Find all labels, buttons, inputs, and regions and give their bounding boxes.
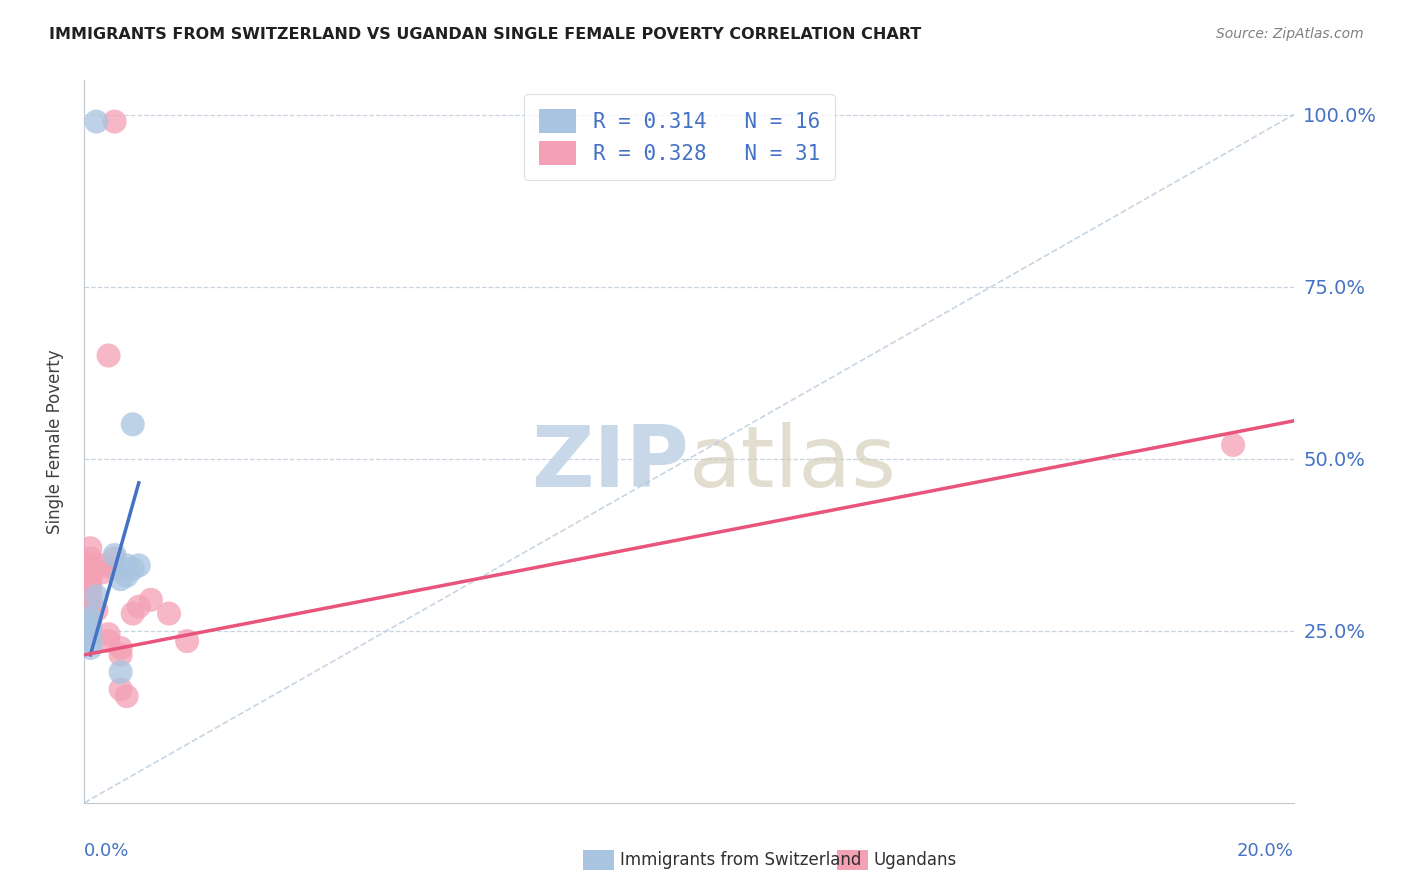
Point xyxy=(79,624,101,638)
Point xyxy=(1222,438,1244,452)
Point xyxy=(176,634,198,648)
Point xyxy=(91,566,114,580)
Text: ZIP: ZIP xyxy=(531,422,689,505)
Point xyxy=(97,627,120,641)
Point xyxy=(104,562,127,576)
Point xyxy=(79,592,101,607)
Y-axis label: Single Female Poverty: Single Female Poverty xyxy=(45,350,63,533)
Point xyxy=(86,590,108,604)
Point xyxy=(104,114,127,128)
Text: atlas: atlas xyxy=(689,422,897,505)
Text: 20.0%: 20.0% xyxy=(1237,842,1294,860)
Point xyxy=(157,607,180,621)
Legend: R = 0.314   N = 16, R = 0.328   N = 31: R = 0.314 N = 16, R = 0.328 N = 31 xyxy=(524,95,835,180)
Point xyxy=(79,640,101,655)
Point xyxy=(139,592,162,607)
Point xyxy=(115,558,138,573)
Text: Immigrants from Switzerland: Immigrants from Switzerland xyxy=(620,851,862,869)
Point xyxy=(128,558,150,573)
Point xyxy=(110,648,132,662)
Point xyxy=(79,566,101,580)
Point xyxy=(121,417,143,432)
Point xyxy=(79,579,101,593)
Point xyxy=(86,603,108,617)
Point xyxy=(79,614,101,628)
Point xyxy=(79,558,101,573)
Point xyxy=(79,616,101,631)
Point xyxy=(110,665,132,679)
Point xyxy=(79,634,101,648)
Point xyxy=(115,568,138,582)
Point xyxy=(104,551,127,566)
Point xyxy=(110,640,132,655)
Point xyxy=(79,610,101,624)
Point xyxy=(79,627,101,641)
Point xyxy=(79,599,101,614)
Text: IMMIGRANTS FROM SWITZERLAND VS UGANDAN SINGLE FEMALE POVERTY CORRELATION CHART: IMMIGRANTS FROM SWITZERLAND VS UGANDAN S… xyxy=(49,27,921,42)
Point xyxy=(110,572,132,586)
Point xyxy=(79,620,101,634)
Point xyxy=(121,562,143,576)
Point xyxy=(79,541,101,556)
Point xyxy=(91,558,114,573)
Point xyxy=(110,682,132,697)
Point xyxy=(97,634,120,648)
Point xyxy=(128,599,150,614)
Point xyxy=(79,551,101,566)
Point xyxy=(104,548,127,562)
Text: Ugandans: Ugandans xyxy=(873,851,956,869)
Point xyxy=(86,114,108,128)
Text: Source: ZipAtlas.com: Source: ZipAtlas.com xyxy=(1216,27,1364,41)
Point xyxy=(79,572,101,586)
Point xyxy=(97,349,120,363)
Point xyxy=(121,607,143,621)
Point xyxy=(79,586,101,600)
Point xyxy=(79,610,101,624)
Point xyxy=(115,689,138,703)
Text: 0.0%: 0.0% xyxy=(84,842,129,860)
